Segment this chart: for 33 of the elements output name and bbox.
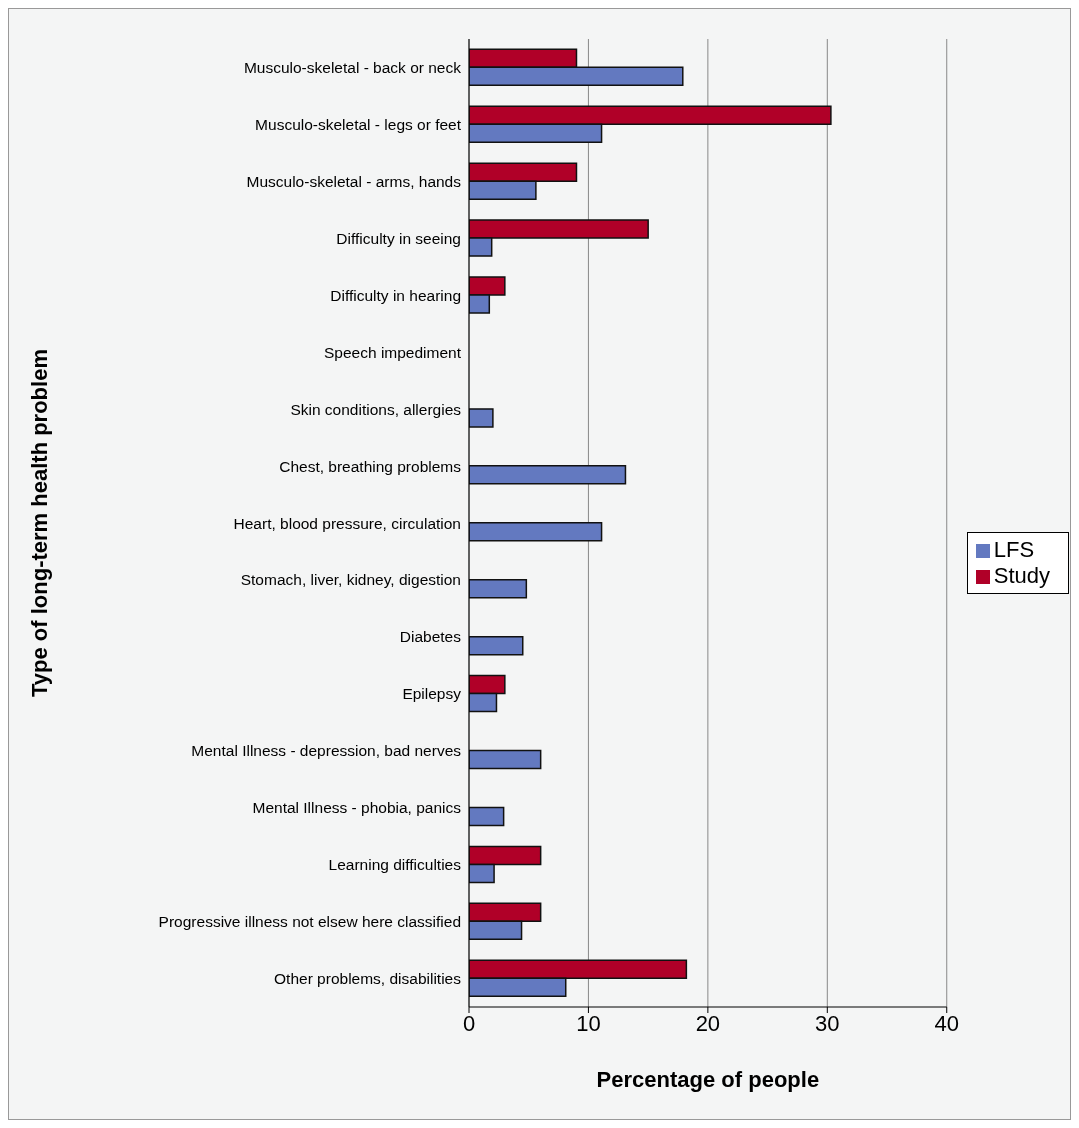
y-tick-label: Musculo-skeletal - back or neck bbox=[243, 58, 462, 76]
y-tick-label: Musculo-skeletal - legs or feet bbox=[255, 115, 462, 133]
bar bbox=[469, 465, 627, 485]
x-tick-label: 0 bbox=[462, 1010, 476, 1036]
bar bbox=[469, 635, 524, 656]
x-axis-title: Percentage of people bbox=[596, 1067, 820, 1092]
bar bbox=[469, 749, 542, 770]
legend-label: LFS bbox=[993, 537, 1035, 562]
y-tick-label: Difficulty in hearing bbox=[330, 286, 461, 304]
x-tick-label: 10 bbox=[576, 1010, 601, 1036]
x-tick-label: 40 bbox=[934, 1010, 959, 1036]
y-tick-label: Speech impediment bbox=[324, 343, 462, 361]
y-axis-title: Type of long-term health problem bbox=[26, 349, 52, 697]
y-tick-label: Diabetes bbox=[399, 628, 462, 646]
bar bbox=[469, 806, 505, 827]
bar bbox=[469, 578, 528, 599]
y-tick-label: Skin conditions, allergies bbox=[290, 400, 462, 418]
y-tick-label: Difficulty in seeing bbox=[336, 229, 461, 247]
y-tick-label: Mental Illness - phobia, panics bbox=[252, 799, 462, 817]
x-tick-label: 20 bbox=[695, 1010, 721, 1036]
bar bbox=[469, 522, 603, 542]
y-tick-label: Musculo-skeletal - arms, hands bbox=[246, 172, 462, 190]
y-tick-label: Mental Illness - depression, bad nerves bbox=[191, 742, 462, 760]
y-tick-label: Progressive illness not elsew here classified bbox=[158, 913, 461, 931]
y-tick-label: Epilepsy bbox=[402, 685, 462, 703]
y-tick-label: Chest, breathing problems bbox=[279, 457, 462, 475]
y-tick-label: Other problems, disabilities bbox=[274, 970, 462, 988]
y-tick-label: Stomach, liver, kidney, digestion bbox=[240, 571, 461, 589]
legend-label: Study bbox=[993, 563, 1050, 588]
bar bbox=[469, 408, 494, 428]
x-tick-label: 30 bbox=[815, 1010, 840, 1036]
y-tick-label: Learning difficulties bbox=[328, 856, 462, 874]
y-tick-label: Heart, blood pressure, circulation bbox=[233, 514, 461, 532]
